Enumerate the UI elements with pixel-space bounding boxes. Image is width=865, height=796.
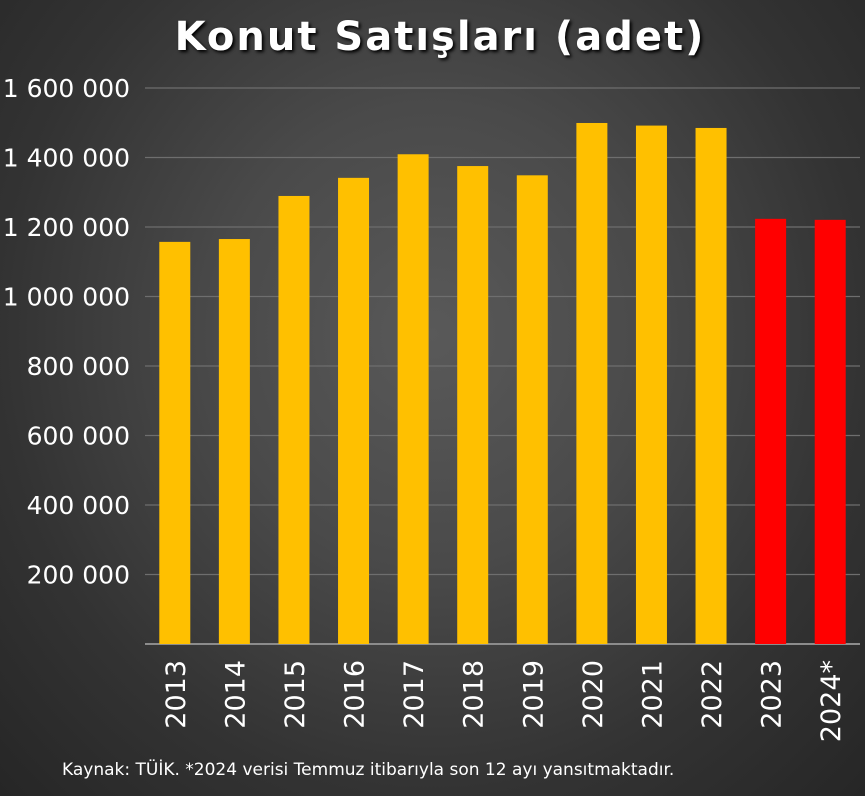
x-tick-label: 2018 — [459, 660, 490, 729]
bar-2017 — [397, 154, 429, 645]
x-tick-label: 2022 — [697, 660, 728, 729]
bar-2022 — [695, 127, 727, 645]
y-tick-label: 1 600 000 — [3, 74, 130, 103]
bar-2013 — [159, 241, 191, 645]
x-tick-label: 2017 — [399, 660, 430, 729]
bar-2021 — [635, 125, 667, 645]
bar-2016 — [338, 177, 370, 644]
x-tick-label: 2016 — [340, 660, 371, 729]
y-tick-label: 1 200 000 — [3, 213, 130, 242]
x-tick-label: 2023 — [757, 660, 788, 729]
bar-2024 — [814, 219, 846, 644]
bar-2023 — [755, 218, 787, 644]
x-tick-label: 2013 — [161, 660, 192, 729]
chart-title: Konut Satışları (adet) — [174, 14, 706, 60]
x-tick-label: 2015 — [280, 660, 311, 729]
y-tick-label: 800 000 — [27, 352, 130, 381]
y-tick-label: 400 000 — [27, 491, 130, 520]
bar-2015 — [278, 195, 310, 644]
bar-2019 — [516, 175, 548, 645]
bar-2014 — [218, 239, 250, 645]
y-tick-label: 1 000 000 — [3, 283, 130, 312]
x-tick-label: 2019 — [518, 660, 549, 729]
y-tick-label: 1 400 000 — [3, 144, 130, 173]
y-tick-label: 200 000 — [27, 561, 130, 590]
x-tick-label: 2021 — [637, 660, 668, 729]
bar-2018 — [457, 166, 489, 644]
x-tick-label: 2020 — [578, 660, 609, 729]
y-tick-label: 600 000 — [27, 422, 130, 451]
bar-2020 — [576, 122, 608, 645]
x-tick-label: 2014 — [220, 660, 251, 729]
source-note: Kaynak: TÜİK. *2024 verisi Temmuz itibar… — [62, 760, 675, 780]
x-tick-label: 2024* — [816, 660, 847, 742]
